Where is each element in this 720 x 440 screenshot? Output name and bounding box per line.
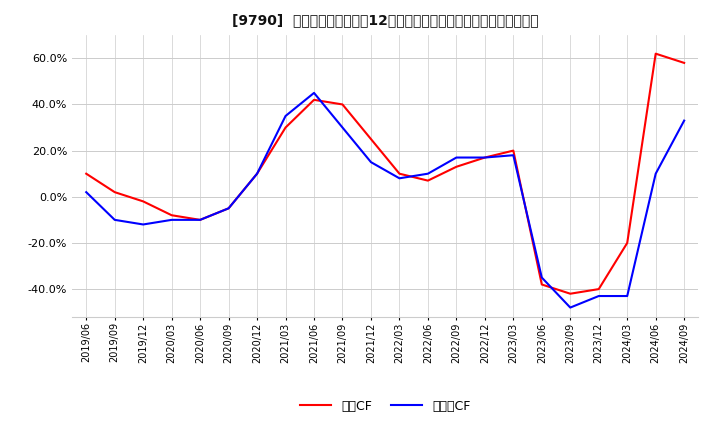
フリーCF xyxy=(480,155,489,160)
営業CF xyxy=(366,136,375,142)
営業CF xyxy=(595,286,603,292)
フリーCF xyxy=(366,160,375,165)
フリーCF xyxy=(253,171,261,176)
営業CF xyxy=(423,178,432,183)
フリーCF xyxy=(82,190,91,195)
営業CF xyxy=(225,205,233,211)
フリーCF xyxy=(167,217,176,223)
フリーCF xyxy=(537,275,546,280)
フリーCF xyxy=(110,217,119,223)
フリーCF xyxy=(196,217,204,223)
営業CF xyxy=(452,164,461,169)
フリーCF xyxy=(652,171,660,176)
営業CF xyxy=(509,148,518,153)
フリーCF xyxy=(680,118,688,123)
Title: [9790]  キャッシュフローの12か月移動合計の対前年同期増減率の推移: [9790] キャッシュフローの12か月移動合計の対前年同期増減率の推移 xyxy=(232,13,539,27)
フリーCF xyxy=(452,155,461,160)
営業CF xyxy=(395,171,404,176)
フリーCF xyxy=(225,205,233,211)
フリーCF xyxy=(395,176,404,181)
営業CF xyxy=(566,291,575,297)
営業CF xyxy=(537,282,546,287)
営業CF xyxy=(82,171,91,176)
フリーCF xyxy=(338,125,347,130)
営業CF xyxy=(167,213,176,218)
Line: 営業CF: 営業CF xyxy=(86,54,684,294)
営業CF xyxy=(480,155,489,160)
営業CF xyxy=(652,51,660,56)
営業CF xyxy=(282,125,290,130)
営業CF xyxy=(196,217,204,223)
フリーCF xyxy=(509,153,518,158)
営業CF xyxy=(139,199,148,204)
フリーCF xyxy=(310,90,318,95)
フリーCF xyxy=(566,305,575,310)
営業CF xyxy=(253,171,261,176)
フリーCF xyxy=(282,114,290,119)
フリーCF xyxy=(423,171,432,176)
営業CF xyxy=(110,190,119,195)
Line: フリーCF: フリーCF xyxy=(86,93,684,308)
営業CF xyxy=(680,60,688,66)
フリーCF xyxy=(595,293,603,299)
フリーCF xyxy=(623,293,631,299)
Legend: 営業CF, フリーCF: 営業CF, フリーCF xyxy=(295,395,475,418)
営業CF xyxy=(338,102,347,107)
営業CF xyxy=(623,240,631,246)
営業CF xyxy=(310,97,318,103)
フリーCF xyxy=(139,222,148,227)
